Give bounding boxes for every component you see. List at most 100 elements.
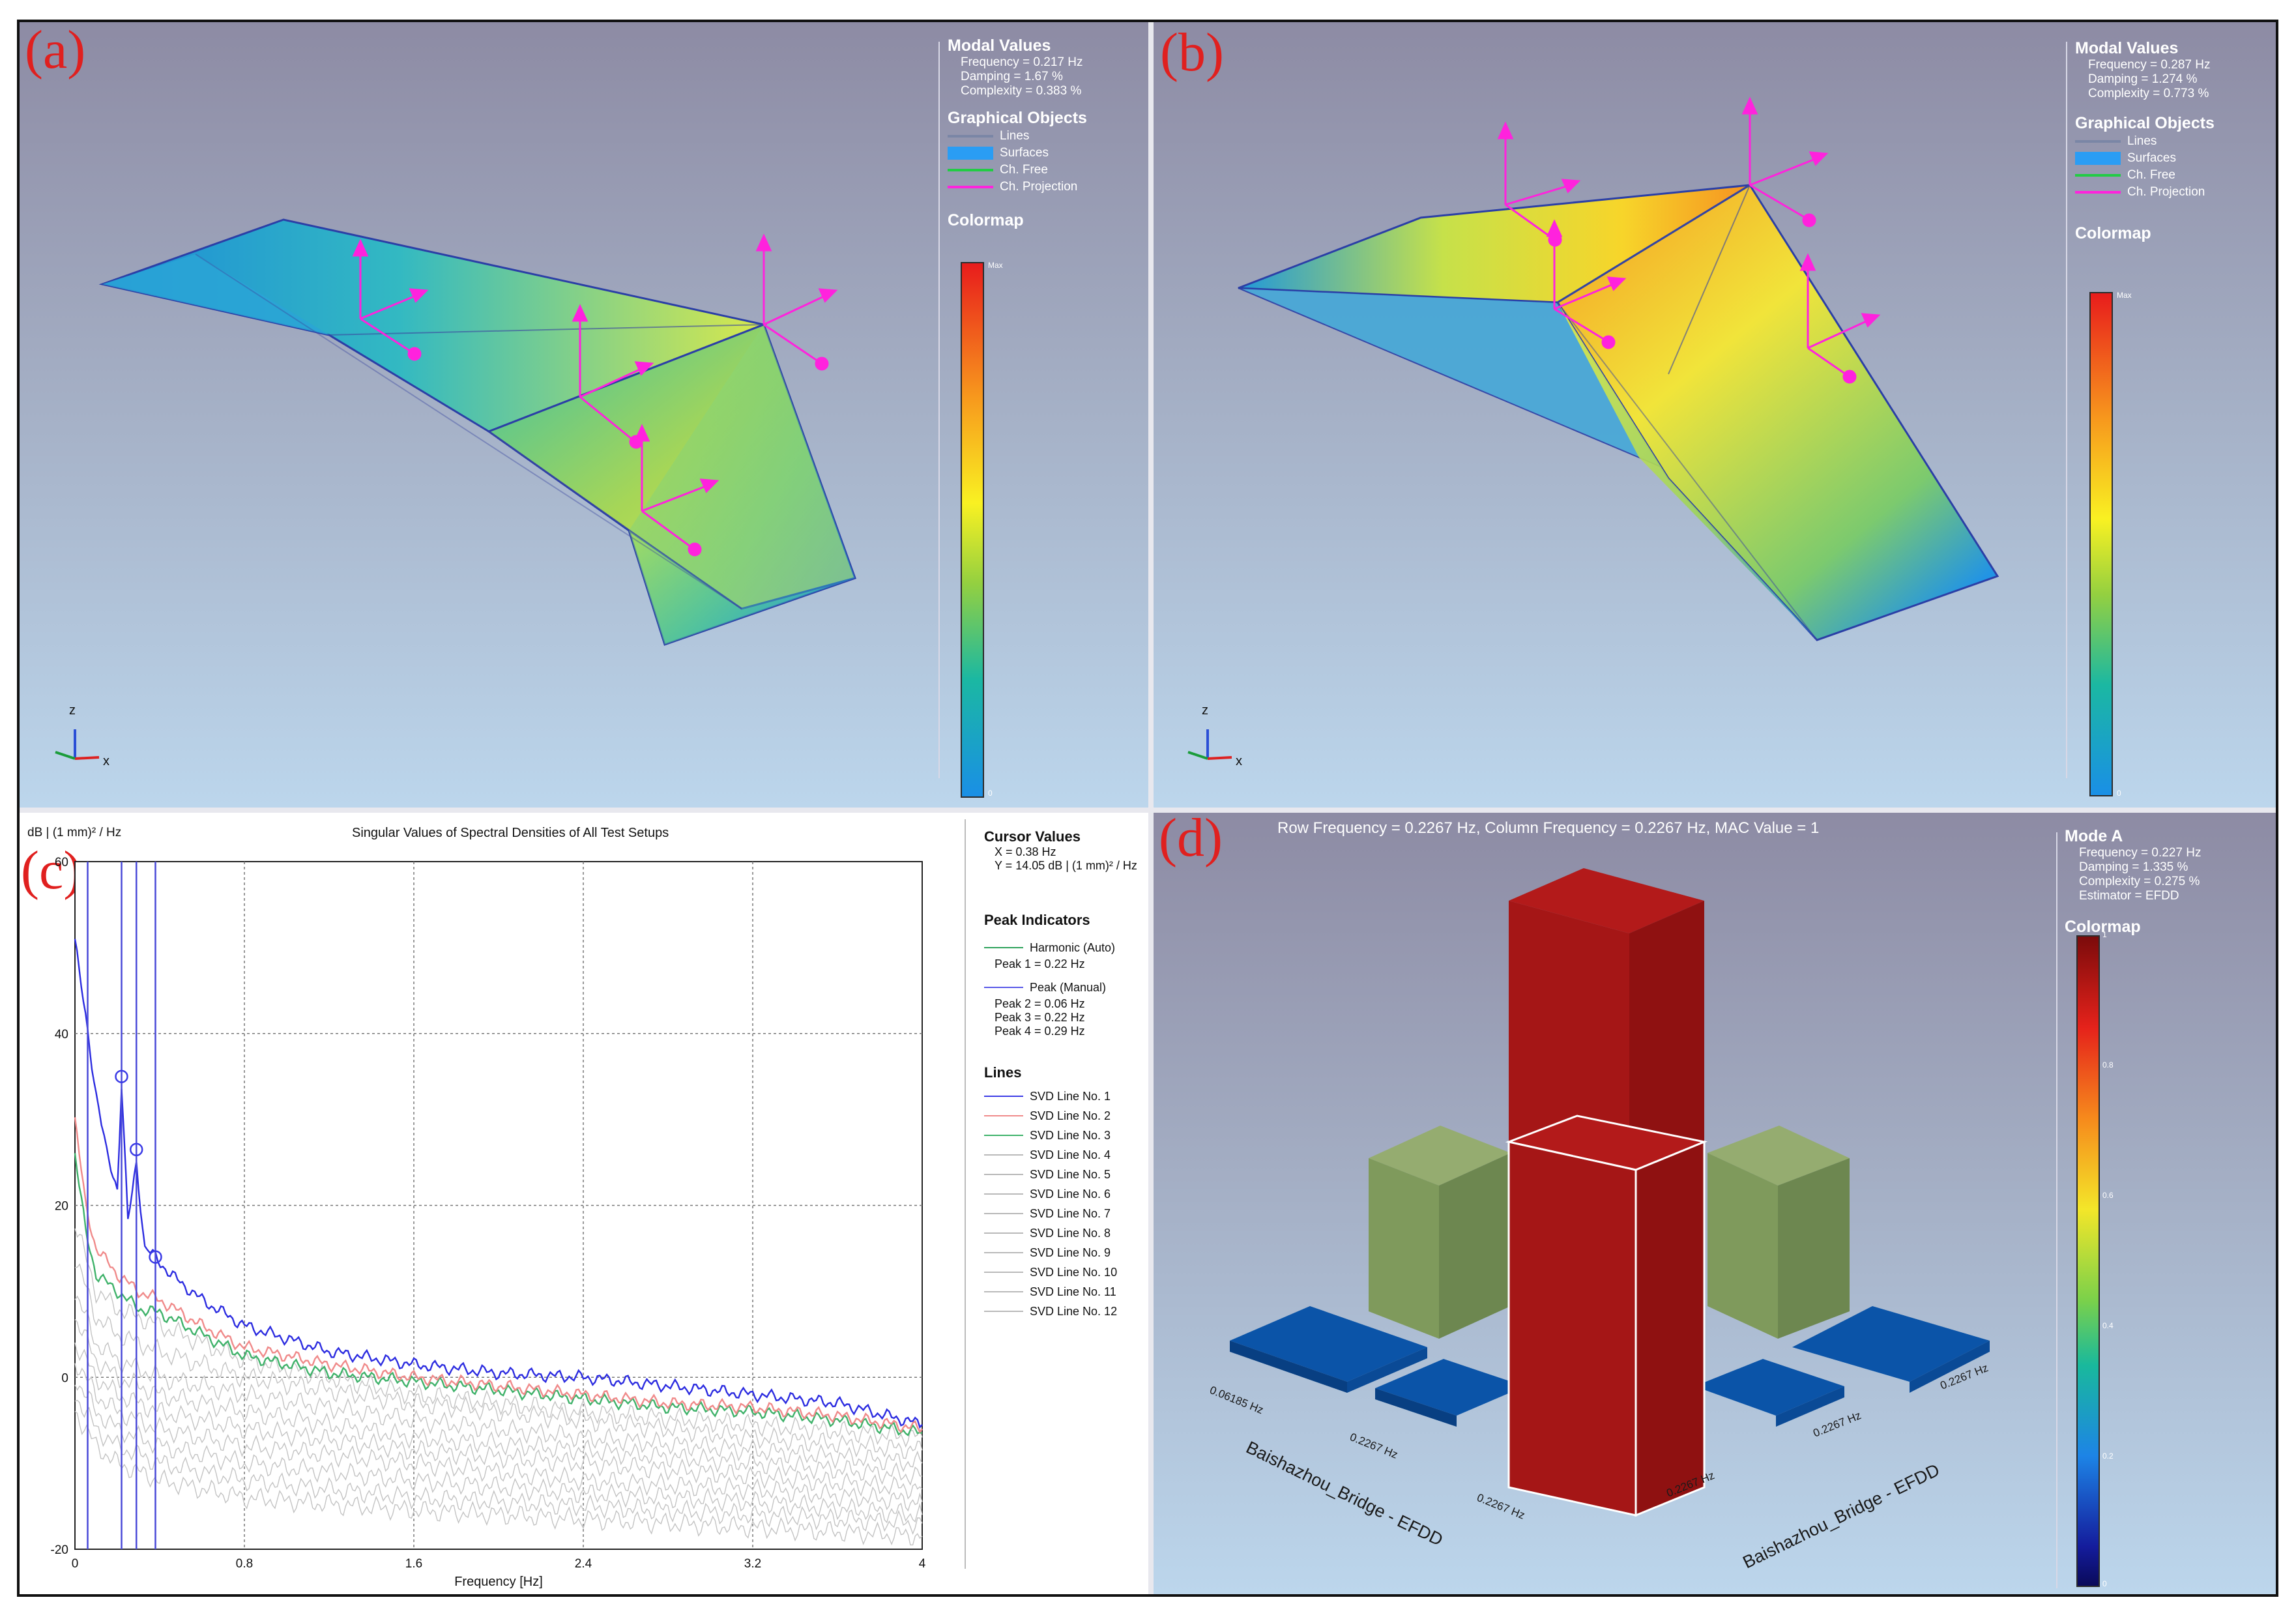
panel-b-frequency: Frequency = 0.287 Hz <box>2088 58 2211 72</box>
peak-marker-3 <box>149 1250 162 1264</box>
panel-a-colormap-title: Colormap <box>948 211 1024 229</box>
panel-b-object-chfree[interactable]: Ch. Free <box>2075 167 2215 184</box>
lines-swatch-icon <box>948 135 993 138</box>
panel-a-axis-x: x <box>103 754 109 768</box>
x-axis-title: Frequency [Hz] <box>454 1575 543 1589</box>
series-line-6 <box>74 1295 923 1472</box>
ch-projection-arrow-icon <box>2075 191 2121 194</box>
panel-b-object-surfaces[interactable]: Surfaces <box>2075 150 2215 167</box>
panel-b-object-surfaces-label: Surfaces <box>2127 151 2176 165</box>
panel-a-frequency: Frequency = 0.217 Hz <box>961 55 1083 69</box>
mac-bars <box>1230 868 1990 1517</box>
y-tick-label: 40 <box>55 1028 68 1042</box>
svd-line-swatch-icon <box>984 1154 1023 1156</box>
svd-legend-item-9[interactable]: SVD Line No. 9 <box>984 1243 1137 1262</box>
panel-b-modal-title: Modal Values <box>2075 39 2179 57</box>
panel-b-cmap-max: Max <box>2117 291 2132 300</box>
svd-legend-item-2[interactable]: SVD Line No. 2 <box>984 1106 1137 1126</box>
surfaces-swatch-icon <box>2075 152 2121 165</box>
panel-c-plot-area[interactable]: 0 0.8 1.6 2.4 3.2 4 -20 0 20 40 60 Frequency [Hz] <box>20 813 984 1594</box>
peak-2: Peak 2 = 0.06 Hz <box>995 997 1085 1010</box>
panel-b-object-lines[interactable]: Lines <box>2075 133 2215 150</box>
svd-legend-item-7[interactable]: SVD Line No. 7 <box>984 1204 1137 1223</box>
svd-legend-item-11[interactable]: SVD Line No. 11 <box>984 1282 1137 1302</box>
panel-d-cmap-tick-1: 1 <box>2102 930 2107 939</box>
series-line-4 <box>74 1228 923 1448</box>
panel-c-label: (c) <box>21 840 82 901</box>
svd-legend-item-10[interactable]: SVD Line No. 10 <box>984 1262 1137 1282</box>
peak-3: Peak 3 = 0.22 Hz <box>995 1011 1085 1024</box>
mac-bar-green-right <box>1707 1126 1850 1339</box>
svd-legend-item-5[interactable]: SVD Line No. 5 <box>984 1165 1137 1184</box>
panel-c-svd-chart: dB | (1 mm)² / Hz Singular Values of Spe… <box>20 813 1148 1594</box>
panel-a-channel-arrows <box>352 233 838 557</box>
panel-a-legend: Modal Values Frequency = 0.217 Hz Dampin… <box>948 36 1087 230</box>
panel-a-modal-title: Modal Values <box>948 36 1051 55</box>
panel-a-mode-shape: (a) <box>20 22 1148 808</box>
svd-line-swatch-icon <box>984 1272 1023 1273</box>
panel-b-legend-divider <box>2066 42 2067 778</box>
panel-a-objects-title: Graphical Objects <box>948 109 1087 127</box>
surfaces-swatch-icon <box>948 147 993 160</box>
mac-axis-left-title: Baishazhou_Bridge - EFDD <box>1243 1437 1446 1549</box>
svd-legend-label: SVD Line No. 2 <box>1030 1109 1111 1122</box>
panel-a-object-surfaces[interactable]: Surfaces <box>948 145 1087 162</box>
panel-b-3d-view[interactable]: z x <box>1154 22 2276 808</box>
panel-b-objects-title: Graphical Objects <box>2075 114 2215 132</box>
panel-a-cmap-max: Max <box>988 261 1003 270</box>
peak-indicators-title: Peak Indicators <box>984 912 1090 928</box>
mac-bar-blue-left-back <box>1230 1306 1427 1393</box>
panel-b-object-chproj[interactable]: Ch. Projection <box>2075 184 2215 201</box>
panel-a-object-chfree[interactable]: Ch. Free <box>948 162 1087 179</box>
panel-a-object-surfaces-label: Surfaces <box>1000 146 1049 160</box>
horizontal-divider <box>20 808 2276 813</box>
svd-legend-label: SVD Line No. 8 <box>1030 1226 1111 1240</box>
svd-legend-item-12[interactable]: SVD Line No. 12 <box>984 1302 1137 1321</box>
panel-b-cmap-min: 0 <box>2117 789 2121 798</box>
series-line-9 <box>74 1363 923 1512</box>
legend-harmonic[interactable]: Harmonic (Auto) <box>984 938 1137 957</box>
harmonic-line-icon <box>984 947 1023 948</box>
panel-b-axis-triad-icon <box>1187 729 1232 760</box>
manual-peak-label: Peak (Manual) <box>1030 980 1107 994</box>
series-line-11 <box>74 1399 923 1536</box>
x-tick-label: 3.2 <box>744 1557 761 1571</box>
svd-legend-item-4[interactable]: SVD Line No. 4 <box>984 1145 1137 1165</box>
tick-left-1: 0.2267 Hz <box>1348 1431 1400 1461</box>
svd-legend-item-3[interactable]: SVD Line No. 3 <box>984 1126 1137 1145</box>
svd-legend-label: SVD Line No. 11 <box>1030 1285 1116 1298</box>
cursor-title: Cursor Values <box>984 828 1081 845</box>
svd-legend-label: SVD Line No. 7 <box>1030 1206 1111 1220</box>
svd-legend-item-8[interactable]: SVD Line No. 8 <box>984 1223 1137 1243</box>
panel-a-complexity: Complexity = 0.383 % <box>961 84 1082 98</box>
panel-a-3d-view[interactable]: z x <box>20 22 1148 808</box>
panel-d-mac-matrix: (d) Row Frequency = 0.2267 Hz, Column Fr… <box>1154 813 2276 1594</box>
series-line-3 <box>74 1153 923 1436</box>
panel-d-3d-bars[interactable]: 0.06185 Hz 0.2267 Hz 0.2267 Hz 0.2267 Hz… <box>1154 813 2276 1594</box>
panel-a-label: (a) <box>25 22 86 80</box>
panel-d-cmap-tick-0: 0 <box>2102 1579 2107 1588</box>
panel-d-estimator: Estimator = EFDD <box>2079 889 2179 903</box>
svd-legend-item-1[interactable]: SVD Line No. 1 <box>984 1086 1137 1106</box>
panel-a-object-lines[interactable]: Lines <box>948 128 1087 145</box>
tick-left-0: 0.06185 Hz <box>1208 1384 1266 1416</box>
panel-a-cmap-min: 0 <box>988 789 993 798</box>
svd-line-swatch-icon <box>984 1193 1023 1195</box>
panel-b-legend: Modal Values Frequency = 0.287 Hz Dampin… <box>2075 39 2215 243</box>
svd-legend-label: SVD Line No. 5 <box>1030 1167 1111 1181</box>
panel-b-object-chfree-label: Ch. Free <box>2127 168 2175 182</box>
legend-manual-peak[interactable]: Peak (Manual) <box>984 978 1137 997</box>
x-tick-label: 0.8 <box>236 1557 253 1571</box>
tick-left-2: 0.2267 Hz <box>1475 1491 1527 1522</box>
ch-free-arrow-icon <box>948 169 993 171</box>
tick-right-1: 0.2267 Hz <box>1811 1409 1863 1440</box>
series-line-10 <box>74 1384 923 1524</box>
svd-legend-item-6[interactable]: SVD Line No. 6 <box>984 1184 1137 1204</box>
y-tick-label: -20 <box>51 1543 68 1557</box>
svd-line-swatch-icon <box>984 1135 1023 1136</box>
manual-peak-line-icon <box>984 987 1023 988</box>
panel-c-y-unit: dB | (1 mm)² / Hz <box>27 826 122 839</box>
panel-a-object-chproj[interactable]: Ch. Projection <box>948 179 1087 196</box>
peak-marker-2 <box>130 1143 143 1157</box>
panel-a-object-chfree-label: Ch. Free <box>1000 163 1048 177</box>
